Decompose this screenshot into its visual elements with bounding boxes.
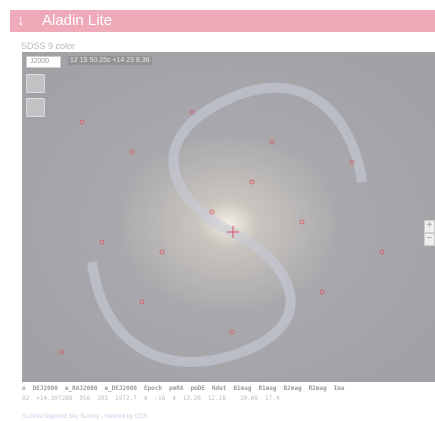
table-cell: 10.69 <box>239 395 259 402</box>
column-header: R2mag <box>308 385 327 392</box>
catalog-table: o DEJ2000 e_RAJ2000 e_DEJ2000 Epoch pmRA pmDE N… <box>22 384 435 404</box>
header-title: Aladin Lite <box>42 12 113 29</box>
table-cell: 92 <box>22 395 30 402</box>
zoom-out[interactable]: − <box>424 233 435 246</box>
table-header: o DEJ2000 e_RAJ2000 e_DEJ2000 Epoch pmRA pmDE N… <box>22 384 435 394</box>
table-cell: 956 <box>79 395 91 402</box>
table-cell: 13.20 <box>182 395 201 402</box>
column-header: B2mag <box>283 385 302 392</box>
table-cell: 17.4 <box>265 395 280 402</box>
column-header: R1mag <box>258 385 277 392</box>
center-cross <box>227 226 239 238</box>
collapse-arrow[interactable]: ↓ <box>17 12 25 29</box>
column-header: o <box>22 385 26 392</box>
footer: SLOAN Digitized Sky Survey - Hashed by C… <box>22 414 148 420</box>
coordinates: 12 15 50.25s +14 23 8.36 <box>68 56 152 65</box>
zoom-in[interactable]: + <box>424 220 435 233</box>
frame-select[interactable]: J2000 <box>26 56 61 68</box>
galaxy-background <box>22 52 435 382</box>
column-header: e_RAJ2000 <box>64 385 98 392</box>
table-cell: -16 <box>154 395 166 402</box>
layers-button[interactable] <box>26 74 45 93</box>
column-header: B1mag <box>233 385 252 392</box>
table-row: 92 +14.397288 956 203 1972.7 4 -16 4 13.20 12.18 1… <box>22 394 435 404</box>
search-button[interactable] <box>26 98 45 117</box>
table-cell: 4 <box>143 395 148 402</box>
sky-image <box>22 52 435 382</box>
table-cell: +14.397288 <box>36 395 73 402</box>
table-cell: 203 <box>97 395 109 402</box>
column-header: Epoch <box>143 385 163 392</box>
column-header: e_DEJ2000 <box>104 385 137 392</box>
catalog-markers <box>59 109 385 355</box>
column-header: Ndet <box>211 385 227 392</box>
header-bar[interactable]: ↓ Aladin Lite <box>10 10 435 32</box>
spiral-arms <box>87 82 367 367</box>
column-header: Ima <box>333 385 345 392</box>
column-header: DEJ2000 <box>32 385 58 392</box>
table-cell: 12.18 <box>207 395 226 402</box>
sky-view[interactable]: J2000 12 15 50.25s +14 23 8.36 + − <box>22 52 435 382</box>
survey-label: SDSS 9 color <box>21 41 76 51</box>
column-header: pmDE <box>190 385 205 392</box>
table-cell: 1972.7 <box>115 395 137 402</box>
column-header: pmRA <box>169 385 184 392</box>
table-cell: 4 <box>172 395 176 402</box>
